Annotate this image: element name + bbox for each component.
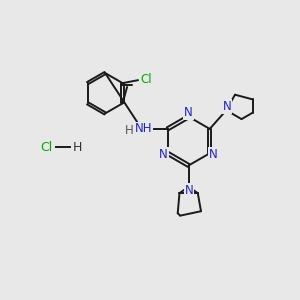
Text: Cl: Cl — [140, 73, 152, 86]
Text: H: H — [73, 140, 82, 154]
Text: N: N — [223, 100, 231, 113]
Text: NH: NH — [135, 122, 152, 135]
Text: H: H — [124, 124, 133, 137]
Text: N: N — [209, 148, 218, 161]
Text: N: N — [184, 106, 193, 119]
Text: N: N — [185, 184, 194, 197]
Text: N: N — [159, 148, 168, 161]
Text: Cl: Cl — [40, 140, 52, 154]
